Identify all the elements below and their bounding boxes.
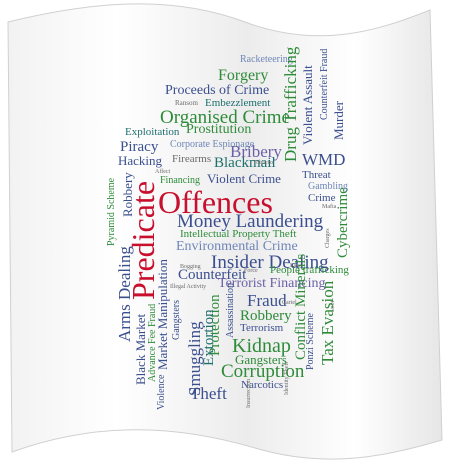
word-corruption: Corruption <box>221 361 305 382</box>
word-extortion: Extortion <box>201 309 217 366</box>
word-robbery-left: Robbery <box>120 172 135 217</box>
word-law: Law <box>290 263 301 269</box>
word-forgery: Forgery <box>218 67 269 84</box>
word-blackmail: Blackmail <box>214 155 276 171</box>
word-money-laundering: Money Laundering <box>177 211 324 232</box>
word-gambling: Gambling <box>308 181 348 192</box>
word-tax-evasion: Tax Evasion <box>318 280 337 365</box>
word-mafia: Mafia <box>322 204 337 210</box>
word-tobacco: Tobacco <box>253 160 274 166</box>
word-terrorism: Terrorism <box>240 322 284 334</box>
word-insider-dealing: Insider Dealing <box>211 252 329 273</box>
word-arms-dealing: Arms Dealing <box>115 246 134 342</box>
word-offences: Offences <box>158 184 273 220</box>
word-gangsters: Gangsters <box>235 352 287 367</box>
word-terrorist-financing: Terrorist Financing <box>218 276 326 291</box>
word-bogging: Bogging <box>180 264 201 270</box>
word-ponzi-scheme: Ponzi Scheme <box>305 313 316 370</box>
word-financing: Financing <box>160 175 200 186</box>
word-black-market: Black Market <box>133 313 148 385</box>
word-cartel: Cartel <box>282 300 297 306</box>
word-identity-theft: Identity Theft <box>284 361 290 395</box>
word-embezzlement: Embezzlement <box>205 97 271 109</box>
word-kidnap: Kidnap <box>232 335 291 357</box>
word-organised-crime: Organised Crime <box>160 107 290 128</box>
word-gangsters-small: Gangsters <box>171 300 182 340</box>
word-assassination: Assassination <box>225 283 236 338</box>
word-drug-trafficking: Drug Trafficking <box>281 46 300 162</box>
word-firearms: Firearms <box>172 153 212 165</box>
word-corporate-espionage: Corporate Espionage <box>170 139 255 150</box>
word-hacking: Hacking <box>118 153 163 168</box>
word-proceeds-of-crime: Proceeds of Crime <box>165 83 270 98</box>
word-murder: Murder <box>331 101 346 140</box>
word-intellectual-property-theft: Intellectual Property Theft <box>180 228 297 240</box>
word-piracy: Piracy <box>120 139 159 155</box>
word-environmental-crime: Environmental Crime <box>176 239 298 254</box>
word-racketeering: Racketeering <box>240 54 293 65</box>
word-people-trafficking: People trafficking <box>270 264 349 276</box>
word-narcotics: Narcotics <box>241 379 284 391</box>
word-illegal-activity: Illegal Activity <box>170 284 207 290</box>
word-counterfeit: Counterfeit <box>178 267 247 283</box>
word-violent-assault: Violent Assault <box>300 65 315 145</box>
word-robbery: Robbery <box>240 308 292 324</box>
word-charges: Charges <box>325 228 331 248</box>
word-exploitation: Exploitation <box>125 126 180 138</box>
word-threat: Threat <box>302 169 331 181</box>
word-wmd: WMD <box>302 150 346 169</box>
word-violent-crime: Violent Crime <box>207 171 281 186</box>
word-ransom: Ransom <box>175 99 198 107</box>
word-counterfeit-fraud: Counterfeit Fraud <box>319 48 330 120</box>
word-theft: Theft <box>190 384 227 403</box>
word-force: Force <box>244 268 258 274</box>
word-fraud: Fraud <box>247 291 287 310</box>
word-violence: Violence <box>156 374 167 411</box>
word-pyramid-scheme: Pyramid Scheme <box>106 177 117 246</box>
word-advance-fee-fraud: Advance Fee Fraud <box>147 303 158 382</box>
word-insurrection: Insurrection <box>246 379 252 408</box>
word-crime: Crime <box>308 192 336 204</box>
word-bribery: Bribery <box>230 142 282 161</box>
word-cybercrime: Cybercrime <box>335 187 351 258</box>
word-prostitution: Prostitution <box>186 122 252 137</box>
word-affect: Affect <box>155 169 171 175</box>
